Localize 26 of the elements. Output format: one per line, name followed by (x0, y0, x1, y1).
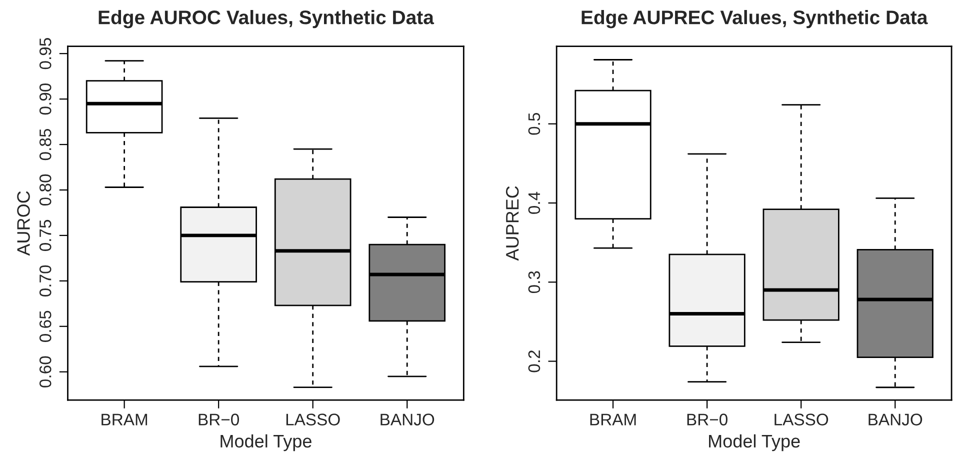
y-tick-label: 0.2 (528, 350, 540, 372)
x-axis-title: Model Type (220, 434, 312, 452)
y-tick-label: 0.75 (39, 220, 52, 252)
x-tick-label: LASSO (286, 414, 340, 426)
y-tick-label: 0.60 (39, 356, 52, 388)
y-tick-label: 0.80 (39, 174, 52, 206)
y-tick-label: 0.4 (528, 192, 540, 214)
chart-title: Edge AUPREC Values, Synthetic Data (582, 10, 928, 28)
x-tick-label: LASSO (774, 414, 828, 426)
x-tick-label: BR−0 (687, 414, 728, 426)
x-axis-title: Model Type (709, 434, 800, 452)
y-axis-title: AUPREC (506, 186, 519, 261)
y-tick-label: 0.70 (39, 265, 52, 296)
chart-title: Edge AUROC Values, Synthetic Data (98, 10, 434, 28)
x-tick-label: BANJO (380, 414, 434, 426)
x-tick-label: BRAM (590, 414, 636, 426)
x-tick-label: BR−0 (198, 414, 240, 426)
y-tick-label: 0.95 (39, 38, 52, 70)
y-axis-title: AUROC (17, 191, 30, 256)
y-tick-label: 0.90 (39, 83, 52, 115)
x-tick-label: BRAM (102, 414, 148, 426)
y-tick-label: 0.85 (39, 128, 52, 160)
x-tick-label: BANJO (868, 414, 922, 426)
y-tick-label: 0.5 (528, 112, 540, 135)
y-tick-label: 0.3 (528, 271, 540, 294)
y-tick-label: 0.65 (39, 310, 52, 342)
